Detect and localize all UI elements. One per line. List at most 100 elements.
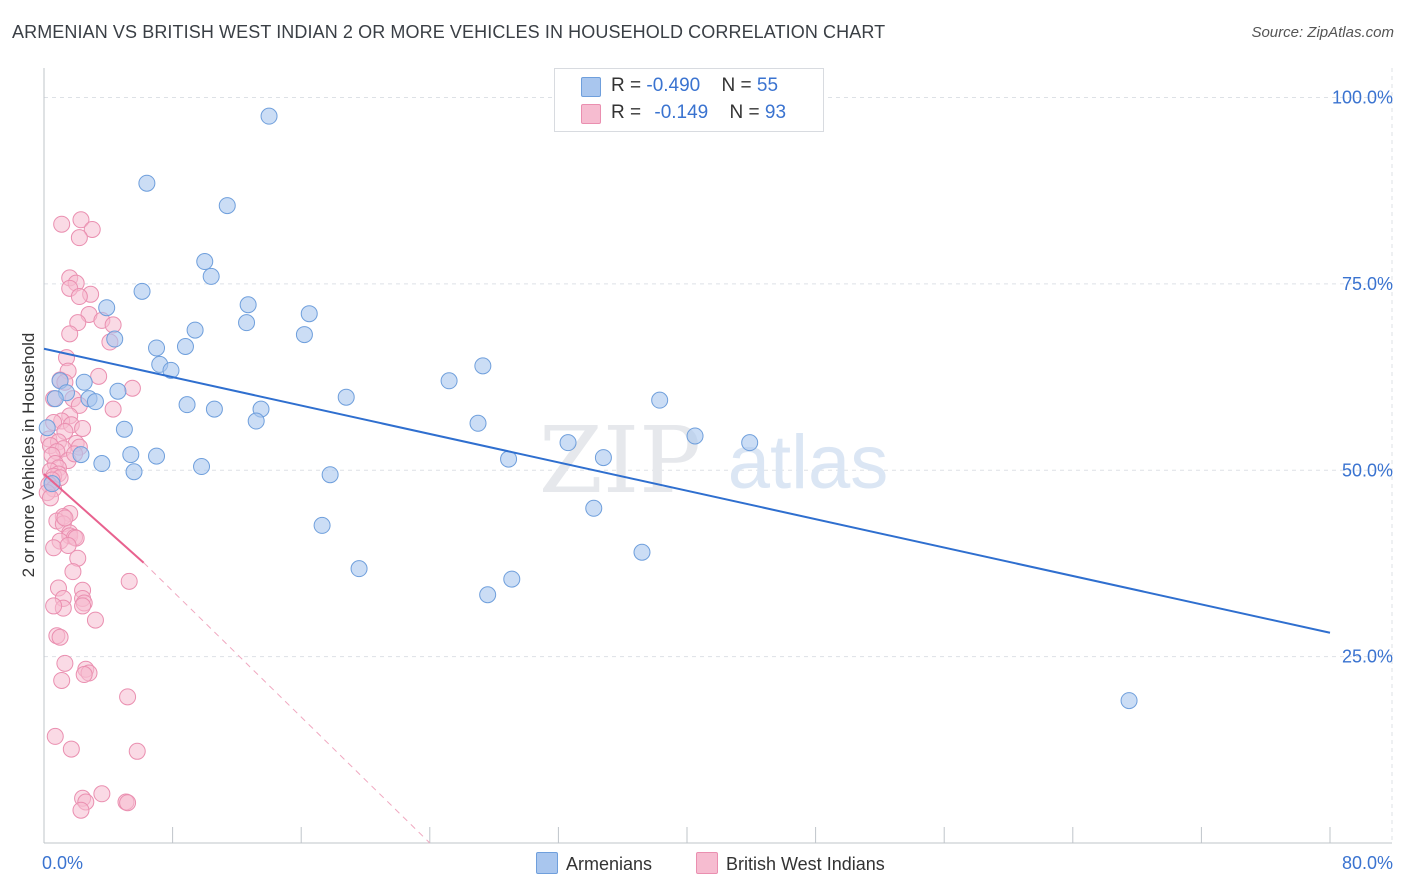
bottom-legend-british-west-indians: British West Indians [696, 852, 885, 875]
british-west-indian-point [74, 597, 92, 615]
armenian-point [594, 449, 612, 467]
bottom-legend-swatch-pink [696, 852, 718, 874]
watermark-atlas: atlas [728, 420, 889, 505]
armenian-point [469, 414, 487, 432]
armenian-point [125, 463, 143, 481]
armenian-point [205, 400, 223, 418]
british-west-indian-point [93, 785, 111, 803]
armenian-point [741, 434, 759, 452]
british-west-indian-point [120, 572, 138, 590]
armenian-point [313, 516, 331, 534]
british-west-indian-point [62, 740, 80, 758]
legend-r-label: R = [611, 75, 647, 96]
axes [43, 68, 1392, 844]
british-west-indian-point [56, 654, 74, 672]
british-west-indian-point [90, 367, 108, 385]
legend-row-british-west-indians: R = -0.149 N = 93 [581, 102, 786, 124]
armenian-point [148, 447, 166, 465]
armenian-point [559, 434, 577, 452]
x-tick-label: 0.0% [42, 853, 83, 873]
british-west-indians-trend-line [43, 473, 145, 564]
source-label: Source: ZipAtlas.com [1251, 24, 1394, 41]
british-west-indian-point [59, 537, 77, 555]
gridlines [44, 68, 1393, 843]
armenian-point [93, 455, 111, 473]
british-west-indian-point [104, 316, 122, 334]
armenians-points [38, 107, 1138, 710]
armenian-point [321, 466, 339, 484]
armenian-point [633, 543, 651, 561]
armenian-point [43, 475, 61, 493]
y-tick-label: 25.0% [1342, 647, 1393, 667]
british-west-indian-point [75, 666, 93, 684]
legend-row-armenians: R = -0.490 N = 55 [581, 75, 778, 97]
correlation-legend: R = -0.490 N = 55 R = -0.149 N = 93 [554, 68, 824, 132]
armenian-point [260, 107, 278, 125]
british-west-indian-point [70, 288, 88, 306]
british-west-indians-points [38, 211, 146, 819]
british-west-indian-point [74, 420, 92, 438]
armenian-point [247, 412, 265, 430]
armenian-point [196, 253, 214, 271]
armenian-point [148, 339, 166, 357]
armenian-point [585, 499, 603, 517]
legend-r-label: R = [611, 102, 647, 123]
legend-n-value: 55 [756, 75, 779, 96]
armenian-point [178, 396, 196, 414]
british-west-indian-point [72, 801, 90, 819]
armenian-point [186, 321, 204, 339]
armenian-point [38, 419, 56, 437]
armenian-point [202, 267, 220, 285]
armenian-point [440, 372, 458, 390]
armenian-point [98, 299, 116, 317]
british-west-indian-point [53, 671, 71, 689]
watermark: ZIP atlas [539, 407, 888, 514]
armenian-point [350, 560, 368, 578]
armenian-point [300, 305, 318, 323]
armenian-point [1120, 692, 1138, 710]
british-west-indians-trend-extension [143, 562, 431, 844]
british-west-indian-point [83, 220, 101, 238]
british-west-indian-point [46, 727, 64, 745]
bottom-legend-swatch-blue [536, 852, 558, 874]
armenian-point [162, 361, 180, 379]
british-west-indian-point [45, 539, 63, 557]
legend-swatch-blue [581, 77, 601, 97]
armenian-point [337, 388, 355, 406]
armenian-point [138, 174, 156, 192]
armenian-point [115, 420, 133, 438]
british-west-indian-point [104, 400, 122, 418]
armenian-point [72, 446, 90, 464]
british-west-indian-point [51, 628, 69, 646]
armenian-point [86, 393, 104, 411]
x-tick-label: 80.0% [1342, 853, 1393, 873]
armenian-point [238, 314, 256, 332]
armenian-point [295, 326, 313, 344]
british-west-indian-point [53, 215, 71, 233]
armenian-point [479, 586, 497, 604]
armenian-point [239, 296, 257, 314]
british-west-indian-point [61, 325, 79, 343]
armenians-trend-line [43, 347, 1331, 634]
armenian-point [503, 570, 521, 588]
chart-title: ARMENIAN VS BRITISH WEST INDIAN 2 OR MOR… [12, 22, 886, 42]
armenian-point [193, 458, 211, 476]
legend-r-value: -0.490 [646, 75, 701, 96]
british-west-indian-point [56, 509, 74, 527]
bottom-legend-label: Armenians [566, 854, 653, 874]
watermark-zip: ZIP [539, 407, 701, 514]
legend-n-label: N = [729, 102, 765, 123]
armenian-point [686, 427, 704, 445]
british-west-indian-point [128, 742, 146, 760]
british-west-indian-point [64, 563, 82, 581]
legend-n-label: N = [721, 75, 757, 96]
armenian-point [218, 197, 236, 215]
armenian-point [133, 282, 151, 300]
british-west-indian-point [119, 688, 137, 706]
armenian-point [106, 330, 124, 348]
british-west-indian-point [41, 489, 59, 507]
tick-labels: 25.0% 50.0% 75.0% 100.0% 0.0% 80.0% [42, 88, 1393, 874]
armenian-point [651, 391, 669, 409]
armenian-point [46, 390, 64, 408]
